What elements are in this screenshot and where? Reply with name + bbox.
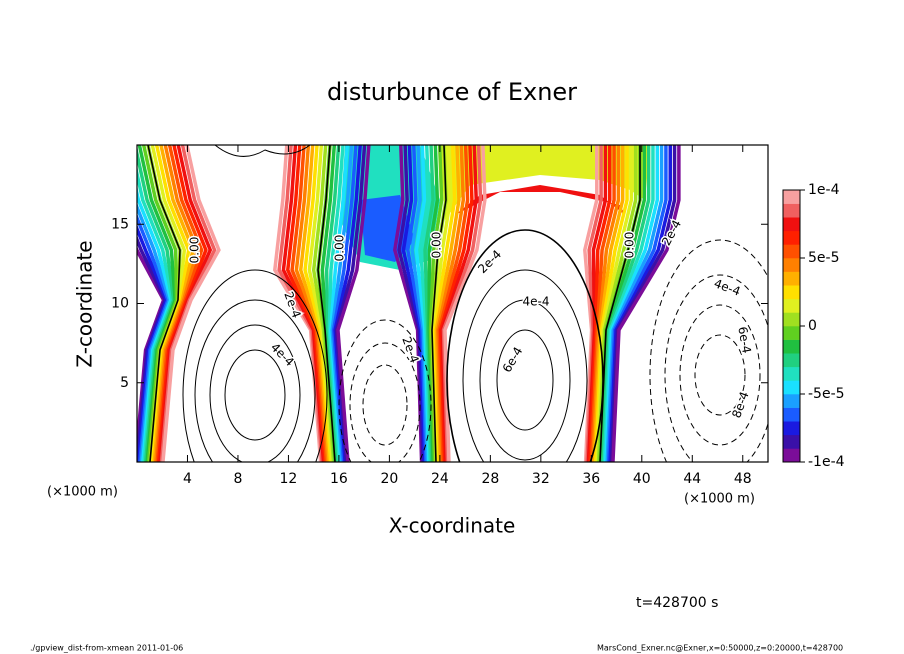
negative-contour: [664, 274, 768, 462]
colorbar-swatch: [783, 380, 800, 395]
colorbar-swatch: [783, 421, 800, 436]
contour-label: 6e-4: [735, 325, 753, 354]
contour-line: [214, 145, 311, 157]
chart-title: disturbunce of Exner: [327, 78, 577, 106]
contour-label: 4e-4: [712, 276, 742, 298]
colorbar-swatch: [783, 285, 800, 300]
contour-label: 6e-4: [500, 345, 526, 375]
y-tick-label: 5: [120, 375, 129, 391]
colorbar-swatch: [783, 394, 800, 408]
colorbar-tick-label: 1e-4: [808, 182, 840, 198]
x-tick-label: 44: [683, 471, 701, 487]
x-tick-label: 20: [380, 471, 398, 487]
colorbar-swatch: [783, 217, 800, 232]
field: [137, 145, 768, 462]
x-tick-label: 4: [183, 471, 192, 487]
contour-label: 0.00: [623, 232, 637, 259]
y-tick-label: 15: [111, 216, 129, 232]
colorbar-swatch: [783, 353, 800, 368]
zero-contour: [147, 145, 181, 462]
x-unit-label: (×1000 m): [47, 485, 118, 500]
contour-label: 0.00: [188, 237, 202, 264]
negative-contour: [679, 304, 761, 446]
footer: ./gpview_dist-from-xmean 2011-01-06: [30, 644, 183, 653]
colorbar-tick-label: -5e-5: [808, 386, 845, 402]
contour-label: 2e-4: [475, 247, 504, 276]
colorbar-swatch: [783, 339, 800, 354]
contour-line: [479, 299, 571, 461]
shaded-band: [161, 145, 221, 462]
zero-contour: [431, 145, 447, 462]
shaded-band: [611, 145, 681, 462]
y-tick-label: 10: [111, 296, 129, 312]
contour-label: 4e-4: [523, 295, 550, 309]
colorbar-swatch: [783, 203, 800, 218]
colorbar-swatch: [783, 366, 800, 381]
colorbar-swatch: [783, 298, 800, 313]
x-tick-label: 28: [481, 471, 499, 487]
colorbar-tick-label: -1e-4: [808, 454, 845, 470]
zero-contour: [599, 145, 641, 462]
x-tick-label: 12: [280, 471, 298, 487]
colorbar-swatch: [783, 271, 800, 286]
colorbar-swatch: [783, 244, 800, 259]
colorbar-swatch: [783, 230, 800, 245]
y-axis-label: Z-coordinate: [73, 240, 97, 367]
footer: MarsCond_Exner.nc@Exner,x=0:50000,z=0:20…: [597, 644, 843, 653]
x-tick-label: 40: [633, 471, 651, 487]
shaded-region: [455, 185, 625, 215]
x-tick-label: 8: [233, 471, 242, 487]
contour-line: [182, 269, 328, 462]
colorbar-swatch: [783, 190, 800, 204]
colorbar-swatch: [783, 312, 800, 327]
colorbar-swatch: [783, 326, 800, 340]
colorbar-swatch: [783, 434, 800, 449]
negative-contour: [649, 239, 768, 462]
contour-line: [496, 329, 554, 431]
time-label: t=428700 s: [636, 595, 718, 611]
contour-line: [194, 299, 316, 462]
contour-label: 0.00: [430, 232, 444, 259]
colorbar-swatch: [783, 258, 800, 272]
x-tick-label: 36: [582, 471, 600, 487]
negative-contour: [349, 342, 421, 462]
x-tick-label: 32: [532, 471, 550, 487]
negative-contour: [694, 334, 746, 416]
contour-line: [446, 229, 604, 462]
x-unit-label: (×1000 m): [684, 492, 755, 507]
contour-label: 0.00: [333, 235, 347, 262]
negative-contour: [362, 364, 408, 446]
contour-line: [462, 269, 588, 462]
contour-label: 2e-4: [659, 218, 684, 248]
contour-label: 8e-4: [729, 390, 751, 420]
x-tick-label: 48: [734, 471, 752, 487]
x-axis-label: X-coordinate: [389, 514, 516, 538]
x-tick-label: 24: [431, 471, 449, 487]
contour-label: 4e-4: [268, 340, 297, 369]
contour-line: [209, 324, 301, 462]
colorbar-tick-label: 0: [808, 318, 817, 334]
colorbar-swatch: [783, 407, 800, 422]
contour-line: [224, 349, 286, 441]
x-tick-label: 16: [330, 471, 348, 487]
shaded-band: [336, 145, 371, 462]
zero-contour: [317, 145, 336, 462]
colorbar-tick-label: 5e-5: [808, 250, 839, 266]
negative-contour: [338, 319, 432, 462]
colorbar-swatch: [783, 448, 800, 463]
